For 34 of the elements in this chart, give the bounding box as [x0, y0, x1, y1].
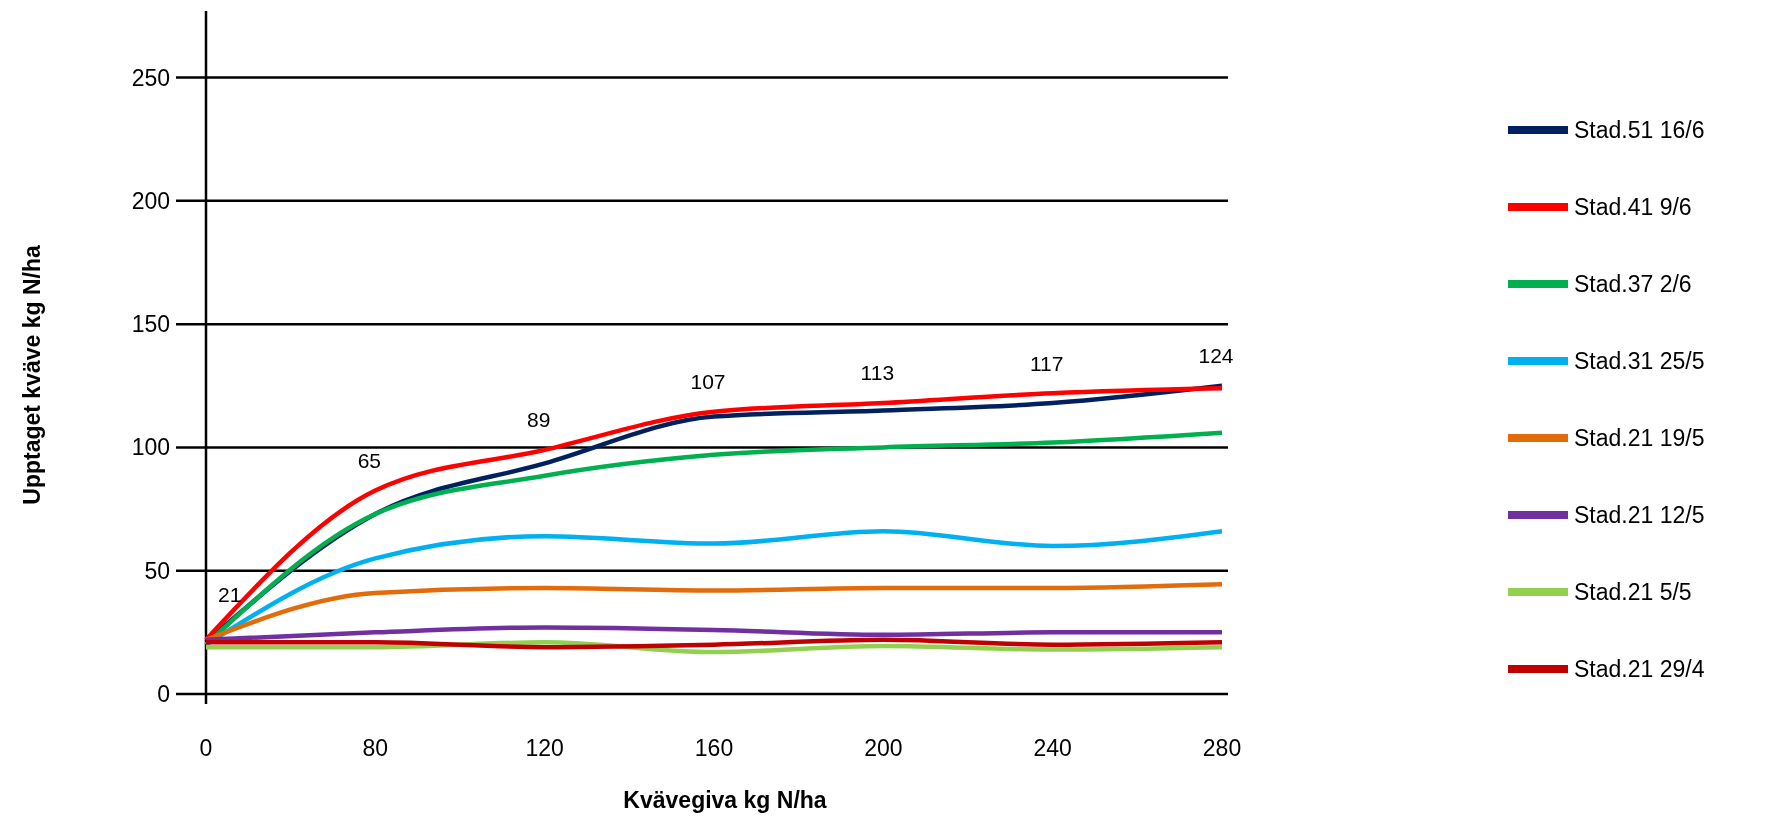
legend-label: Stad.31 25/5 [1574, 348, 1705, 375]
x-tick-label: 120 [525, 735, 564, 762]
legend-label: Stad.21 29/4 [1574, 656, 1705, 683]
line-series [203, 529, 1225, 647]
legend-label: Stad.21 19/5 [1574, 425, 1705, 452]
y-axis-title: Upptaget kväve kg N/ha [19, 245, 45, 505]
legend-label: Stad.21 12/5 [1574, 502, 1705, 529]
annotation: 65 [357, 448, 382, 472]
line-series [203, 637, 1225, 650]
legend-label: Stad.37 2/6 [1574, 271, 1692, 298]
x-tick-label: 240 [1033, 735, 1072, 762]
annotation: 107 [690, 370, 726, 394]
y-tick-label: 200 [131, 187, 170, 214]
line-series [203, 625, 1225, 643]
annotation: 89 [526, 408, 551, 432]
annotation: 113 [860, 361, 895, 385]
y-tick-label: 150 [131, 311, 170, 338]
y-tick-label: 0 [157, 681, 170, 708]
y-tick-label: 250 [131, 64, 170, 91]
annotation: 117 [1029, 351, 1064, 375]
x-tick-label: 0 [199, 735, 213, 762]
legend-label: Stad.51 16/6 [1574, 117, 1705, 144]
x-tick-label: 80 [362, 735, 389, 762]
line-series [203, 639, 1225, 655]
x-tick-label: 200 [864, 735, 903, 762]
y-tick-label: 100 [131, 434, 170, 461]
legend-label: Stad.21 5/5 [1574, 579, 1692, 606]
y-tick-label: 50 [144, 557, 170, 584]
x-tick-label: 280 [1202, 735, 1242, 762]
legend-label: Stad.41 9/6 [1574, 194, 1692, 221]
annotation: 21 [218, 583, 242, 607]
x-tick-label: 160 [694, 735, 734, 762]
annotation: 124 [1198, 344, 1234, 368]
x-axis-title: Kvävegiva kg N/ha [623, 787, 827, 813]
